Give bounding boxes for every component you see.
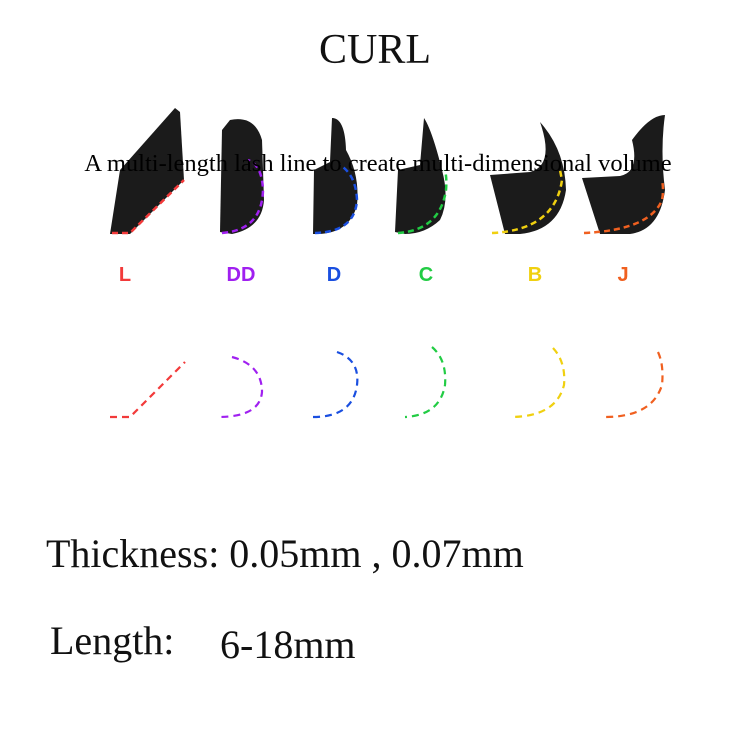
curl-diagram-j [604,351,664,419]
curl-label-l: L [118,264,132,286]
lash-l [110,108,184,234]
lash-dd-curl-outline [221,158,265,235]
curl-diagram-b [509,347,566,419]
subtitle: A multi-length lash line to create multi… [84,150,672,177]
curl-diagram-d [312,350,359,419]
lash-dd [220,119,264,234]
lash-j [582,115,665,234]
title: CURL [318,27,431,73]
lash-b [490,122,566,234]
lash-j-curl-outline [583,179,665,235]
curl-label-dd: DD [226,264,256,286]
lash-photos [110,108,665,234]
lash-l-curl-outline [112,179,185,235]
curl-label-j: J [617,264,629,286]
lash-c-curl-outline [397,169,448,235]
curl-label-c: C [418,264,434,286]
length-label: Length: [50,618,175,663]
length-value: 6-18mm [220,622,356,667]
curl-diagram-dd [217,355,264,419]
curl-diagram-c [404,346,447,419]
curl-label-b: B [527,264,543,286]
curl-diagram-l [110,361,186,419]
lash-b-curl-outline [491,169,564,235]
thickness-spec: Thickness: 0.05mm , 0.07mm [46,531,524,576]
lash-c [395,118,446,234]
curl-label-d: D [326,264,342,286]
lash-d [313,118,358,234]
